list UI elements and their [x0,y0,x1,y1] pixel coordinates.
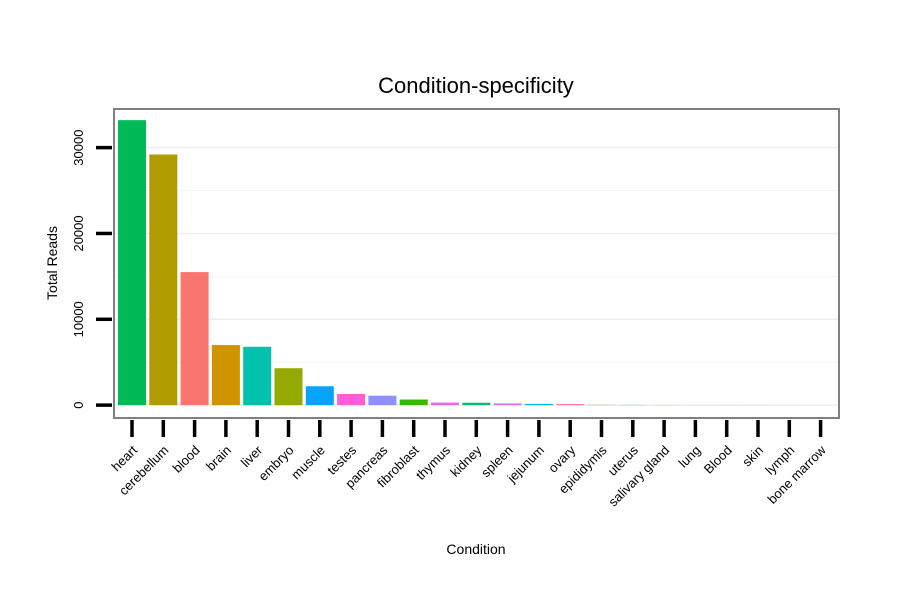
x-tick-label: brain [203,443,234,474]
y-axis: 0 10000 20000 30000 [71,130,112,409]
y-tick-label: 10000 [71,301,86,337]
x-tick-label: skin [739,443,766,470]
bar-fibroblast [399,399,428,406]
x-tick-label: lung [676,443,704,471]
bar-kidney [462,402,491,406]
bars [118,120,835,406]
bar-thymus [431,402,459,406]
bar-pancreas [368,395,397,406]
chart-title: Condition-specificity [378,73,574,98]
bar-heart [118,120,146,406]
bar-ovary [556,404,585,406]
bar-embryo [274,368,303,406]
x-tick-label: blood [170,443,203,476]
x-tick-label: Blood [701,443,735,477]
x-tick-label: embryo [255,443,296,484]
y-tick-label: 20000 [71,215,86,251]
y-tick-label: 30000 [71,130,86,166]
bar-testes [337,393,366,406]
y-axis-label: Total Reads [44,226,60,300]
plot-panel-border [113,108,840,419]
x-tick-label: thymus [413,442,454,483]
bar-spleen [493,403,522,406]
bar-jejunum [524,403,553,406]
x-tick-label: kidney [447,442,485,480]
y-tick-label: 0 [71,402,86,409]
bar-cerebellum [149,154,178,406]
x-axis-label: Condition [446,541,505,557]
bar-blood [180,272,209,406]
bar-liver [243,346,272,406]
bar-muscle [305,386,334,406]
x-tick-label: muscle [288,443,328,483]
bar-brain [211,345,240,406]
